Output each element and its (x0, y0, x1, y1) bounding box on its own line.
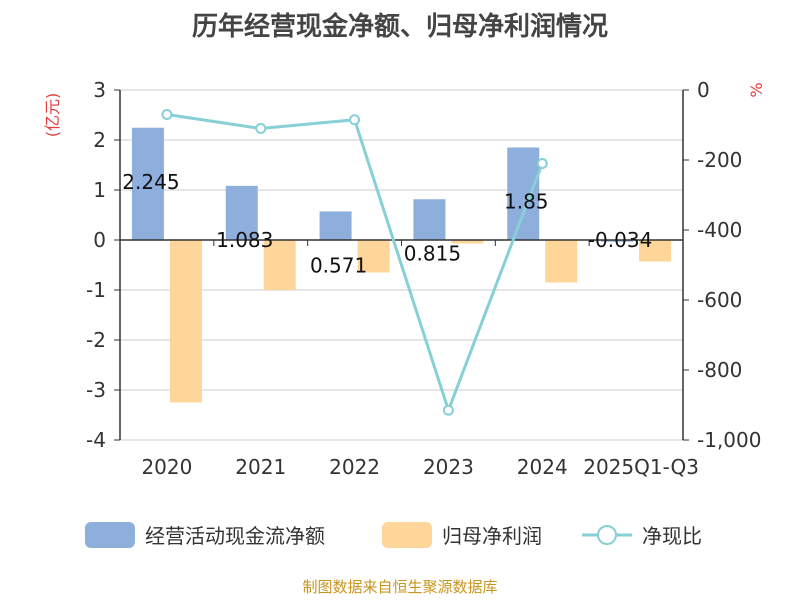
net-profit-bar (451, 240, 484, 244)
cash-flow-bar (507, 147, 540, 240)
chart-title: 历年经营现金净额、归母净利润情况 (191, 12, 608, 42)
right-tick-label: -200 (697, 148, 742, 172)
right-tick-label: 0 (697, 78, 710, 102)
right-axis-unit: % (747, 82, 766, 97)
x-tick-label: 2020 (141, 455, 192, 479)
left-tick-label: 1 (93, 178, 106, 202)
x-tick-label: 2024 (517, 455, 568, 479)
legend-label-cash-flow: 经营活动现金流净额 (145, 524, 325, 548)
ratio-point (161, 109, 173, 120)
cash-flow-bar (225, 185, 258, 240)
x-tick-label: 2021 (235, 455, 286, 479)
net-profit-bar (639, 240, 672, 262)
cash-flow-value-label: -0.034 (588, 228, 652, 252)
net-profit-bar (357, 240, 390, 273)
ratio-point (255, 123, 267, 134)
left-tick-label: -1 (86, 278, 106, 302)
left-tick-label: 0 (93, 228, 106, 252)
legend-label-net-profit: 归母净利润 (442, 524, 542, 548)
cash-flow-value-label: 1.083 (216, 228, 273, 252)
net-profit-bar (263, 240, 296, 290)
ratio-point (442, 404, 454, 416)
x-tick-label: 2023 (423, 455, 474, 479)
cash-flow-value-label: 1.85 (504, 190, 549, 214)
left-tick-label: -4 (86, 428, 106, 452)
legend-swatch-net-profit (382, 522, 432, 548)
legend-label-ratio: 净现比 (642, 524, 702, 548)
cash-flow-bar (601, 240, 634, 242)
net-profit-bar (545, 240, 578, 283)
cash-flow-value-label: 0.815 (404, 241, 461, 265)
cash-flow-value-label: 0.571 (310, 253, 367, 277)
right-tick-label: -600 (697, 288, 742, 312)
cash-flow-bar (319, 211, 352, 240)
ratio-point (536, 158, 548, 169)
left-tick-label: -2 (86, 328, 106, 352)
cash-flow-value-label: 2.245 (122, 170, 179, 194)
x-tick-label: 2025Q1-Q3 (583, 455, 699, 479)
legend-swatch-cash-flow (85, 522, 135, 548)
left-axis-unit: (亿元) (43, 93, 62, 138)
right-tick-label: -400 (697, 218, 742, 242)
source-note: 制图数据来自恒生聚源数据库 (302, 578, 498, 596)
legend-swatch-ratio-marker (597, 525, 617, 545)
left-tick-label: 2 (93, 128, 106, 152)
ratio-point (349, 114, 361, 126)
left-tick-label: 3 (93, 78, 106, 102)
cash-flow-bar (413, 199, 446, 240)
left-tick-label: -3 (86, 378, 106, 402)
right-tick-label: -800 (697, 358, 742, 382)
x-tick-label: 2022 (329, 455, 380, 479)
net-profit-bar (169, 240, 202, 403)
cash-flow-bar (131, 127, 164, 240)
right-tick-label: -1,000 (697, 428, 761, 452)
